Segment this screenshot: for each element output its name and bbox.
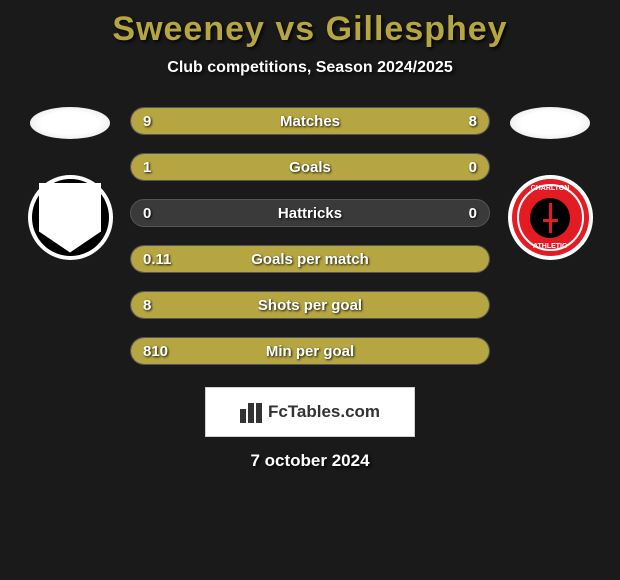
stat-label: Hattricks — [131, 205, 489, 222]
stat-row: 0Hattricks0 — [130, 199, 490, 227]
subtitle: Club competitions, Season 2024/2025 — [0, 59, 620, 77]
stat-label: Min per goal — [131, 343, 489, 360]
club-badge-left — [28, 175, 113, 260]
stat-row: 1Goals0 — [130, 153, 490, 181]
stat-label: Shots per goal — [131, 297, 489, 314]
comparison-card: Sweeney vs Gillesphey Club competitions,… — [0, 0, 620, 481]
brand-text: FcTables.com — [268, 402, 380, 422]
player-left-column — [20, 107, 120, 260]
stat-row: 810Min per goal — [130, 337, 490, 365]
stat-row: 0.11Goals per match — [130, 245, 490, 273]
club-badge-right: CHARLTON ATHLETIC — [508, 175, 593, 260]
date-line: 7 october 2024 — [0, 451, 620, 471]
stat-label: Goals — [131, 159, 489, 176]
stat-value-right: 0 — [469, 159, 477, 176]
club-badge-right-inner-icon — [530, 198, 570, 238]
sword-icon — [549, 203, 552, 233]
bar-chart-icon — [240, 401, 262, 423]
main-row: 9Matches81Goals00Hattricks00.11Goals per… — [0, 107, 620, 365]
stat-label: Matches — [131, 113, 489, 130]
brand-footer[interactable]: FcTables.com — [205, 387, 415, 437]
stat-row: 9Matches8 — [130, 107, 490, 135]
stat-value-right: 8 — [469, 113, 477, 130]
stat-label: Goals per match — [131, 251, 489, 268]
page-title: Sweeney vs Gillesphey — [0, 10, 620, 49]
stat-value-right: 0 — [469, 205, 477, 222]
stat-row: 8Shots per goal — [130, 291, 490, 319]
player-left-avatar — [30, 107, 110, 139]
club-right-name-bottom: ATHLETIC — [512, 243, 589, 250]
club-badge-left-shield-icon — [39, 183, 101, 253]
stats-column: 9Matches81Goals00Hattricks00.11Goals per… — [130, 107, 490, 365]
club-right-name-top: CHARLTON — [512, 185, 589, 192]
player-right-avatar — [510, 107, 590, 139]
player-right-column: CHARLTON ATHLETIC — [500, 107, 600, 260]
